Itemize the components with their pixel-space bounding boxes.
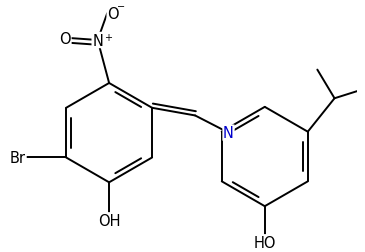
Text: N: N [92,33,103,48]
Text: O: O [107,7,119,22]
Text: +: + [104,33,112,43]
Text: Br: Br [10,150,26,165]
Text: OH: OH [98,213,120,228]
Text: −: − [117,2,125,12]
Text: HO: HO [254,235,276,250]
Text: N: N [223,126,234,141]
Text: O: O [59,32,71,46]
